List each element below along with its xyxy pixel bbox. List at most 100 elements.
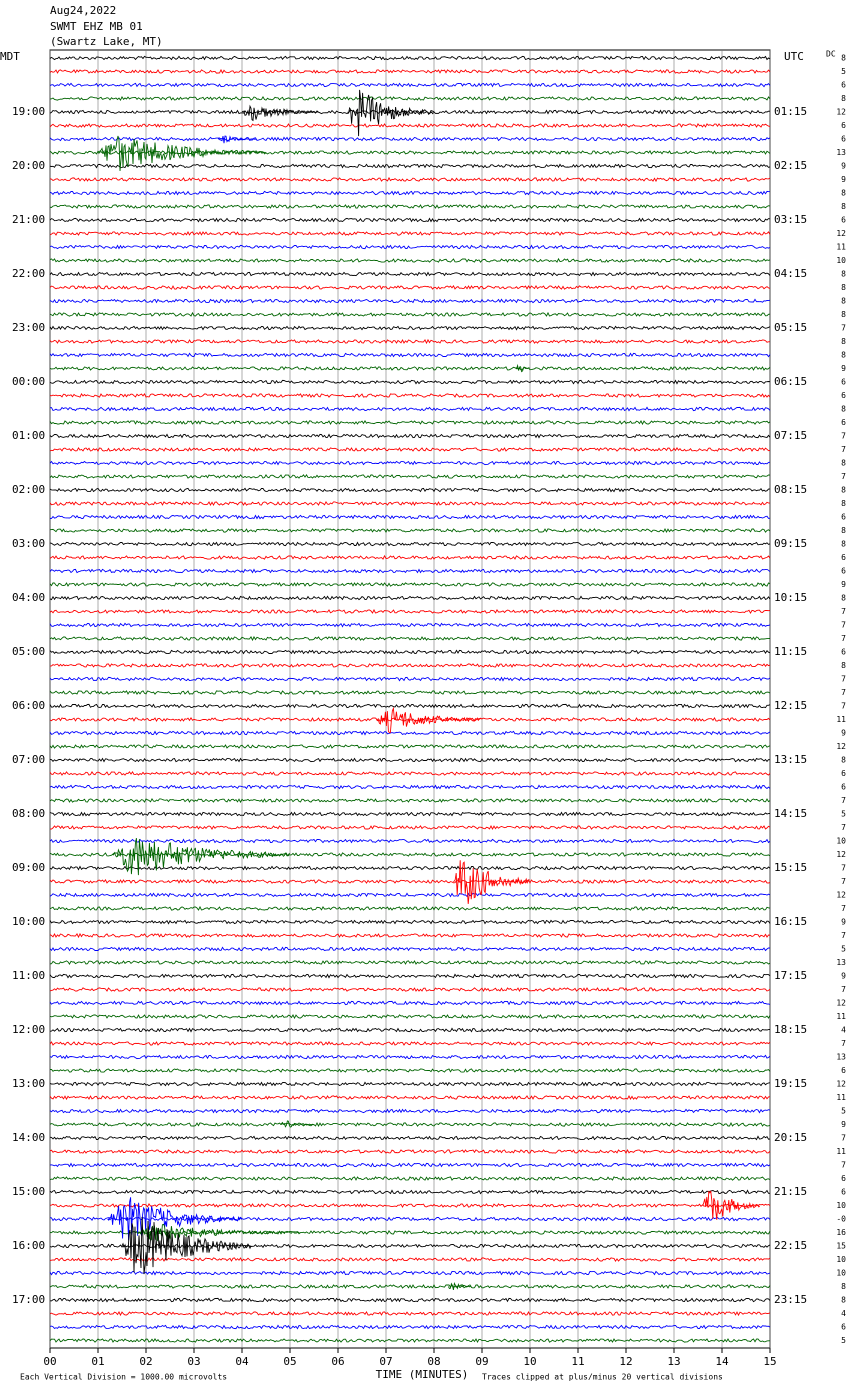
right-time-label: 13:15 <box>774 753 807 766</box>
trace <box>49 919 771 925</box>
left-time-label: 21:00 <box>12 213 45 226</box>
seismic-event <box>241 104 319 122</box>
trace <box>49 447 771 452</box>
trace <box>49 271 771 277</box>
trace <box>49 622 771 628</box>
trace <box>49 581 771 587</box>
trace <box>49 946 770 952</box>
trace <box>49 325 771 331</box>
dc-value: 12 <box>836 108 846 117</box>
right-time-label: 19:15 <box>774 1077 807 1090</box>
trace <box>49 635 771 642</box>
right-time-label: 20:15 <box>774 1131 807 1144</box>
trace <box>49 987 771 992</box>
x-tick-label: 13 <box>667 1355 680 1368</box>
dc-value: 9 <box>841 918 846 927</box>
dc-value: 6 <box>841 391 846 400</box>
trace <box>49 217 771 223</box>
right-time-label: 04:15 <box>774 267 807 280</box>
trace <box>49 690 771 695</box>
dc-value: 6 <box>841 378 846 387</box>
x-tick-label: 09 <box>475 1355 488 1368</box>
trace <box>49 554 771 560</box>
dc-value: 12 <box>836 1080 846 1089</box>
trace <box>49 123 771 128</box>
trace <box>49 608 771 615</box>
left-time-label: 04:00 <box>12 591 45 604</box>
dc-label: DC <box>826 50 836 59</box>
left-time-label: 16:00 <box>12 1239 45 1252</box>
trace <box>49 82 771 88</box>
dc-value: 7 <box>841 607 846 616</box>
trace <box>49 905 771 912</box>
dc-value: 7 <box>841 877 846 886</box>
dc-value: 7 <box>841 634 846 643</box>
dc-value: 8 <box>841 94 846 103</box>
trace <box>49 541 771 547</box>
dc-value: 12 <box>836 891 846 900</box>
dc-value: 6 <box>841 513 846 522</box>
dc-value: 8 <box>841 310 846 319</box>
trace <box>49 663 771 668</box>
x-tick-label: 05 <box>283 1355 296 1368</box>
dc-value: 8 <box>841 486 846 495</box>
dc-value: 5 <box>841 1336 846 1345</box>
dc-value: 8 <box>841 297 846 306</box>
trace <box>49 1135 771 1141</box>
dc-value: 9 <box>841 162 846 171</box>
dc-value: 7 <box>841 432 846 441</box>
left-time-label: 09:00 <box>12 861 45 874</box>
left-time-label: 13:00 <box>12 1077 45 1090</box>
footer-right: Traces clipped at plus/minus 20 vertical… <box>482 1373 723 1382</box>
trace <box>49 298 771 304</box>
dc-value: 7 <box>841 472 846 481</box>
right-time-label: 05:15 <box>774 321 807 334</box>
left-time-label: 00:00 <box>12 375 45 388</box>
trace <box>49 95 771 101</box>
trace <box>49 1297 771 1303</box>
dc-value: 7 <box>841 688 846 697</box>
dc-value: 5 <box>841 1107 846 1116</box>
seismic-event <box>107 1197 242 1241</box>
dc-value: 9 <box>841 364 846 373</box>
right-time-label: 12:15 <box>774 699 807 712</box>
dc-value: 6 <box>841 1323 846 1332</box>
trace <box>49 379 771 385</box>
dc-value: 6 <box>841 1188 846 1197</box>
trace <box>49 595 771 601</box>
left-time-label: 12:00 <box>12 1023 45 1036</box>
dc-value: -0 <box>836 1215 846 1224</box>
trace <box>49 960 771 965</box>
dc-value: 16 <box>836 1228 846 1237</box>
dc-value: 7 <box>841 621 846 630</box>
trace <box>49 825 771 831</box>
dc-value: 8 <box>841 189 846 198</box>
dc-value: 8 <box>841 202 846 211</box>
dc-value: 6 <box>841 567 846 576</box>
trace <box>49 163 771 169</box>
dc-value: 8 <box>841 526 846 535</box>
x-tick-label: 12 <box>619 1355 632 1368</box>
seismic-event <box>97 135 267 171</box>
x-tick-label: 07 <box>379 1355 392 1368</box>
left-time-label: 10:00 <box>12 915 45 928</box>
dc-value: 10 <box>836 1255 846 1264</box>
dc-value: 8 <box>841 1282 846 1291</box>
right-time-label: 08:15 <box>774 483 807 496</box>
left-time-label: 17:00 <box>12 1293 45 1306</box>
trace <box>49 68 771 74</box>
right-time-label: 14:15 <box>774 807 807 820</box>
dc-value: 12 <box>836 229 846 238</box>
trace <box>49 757 771 763</box>
seismic-event <box>217 135 257 144</box>
trace <box>49 1162 771 1168</box>
dc-value: 8 <box>841 1296 846 1305</box>
right-time-label: 17:15 <box>774 969 807 982</box>
trace <box>49 784 771 790</box>
dc-value: 11 <box>836 1147 846 1156</box>
dc-value: 7 <box>841 904 846 913</box>
right-timezone: UTC <box>784 50 804 63</box>
trace <box>49 311 771 317</box>
